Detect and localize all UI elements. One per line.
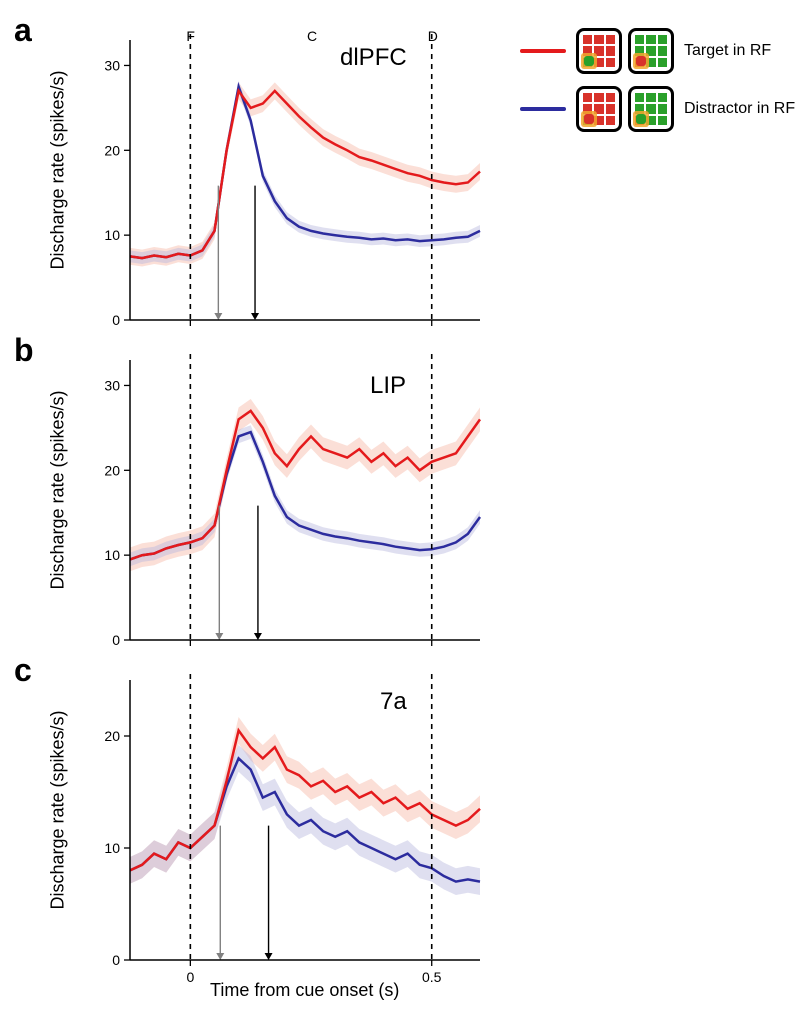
x-tick-label: 0.5 — [422, 969, 442, 985]
legend: Target in RF Distractor in RF — [520, 28, 795, 144]
legend-line-icon — [520, 107, 566, 111]
rf-card-icon — [576, 86, 622, 132]
figure-root: a b c dlPFC LIP 7a 0102030 0102030 01020… — [0, 0, 800, 1022]
response-latency-arrow-head — [214, 313, 222, 320]
ylabel-a: Discharge rate (spikes/s) — [48, 70, 69, 269]
y-tick-label: 0 — [112, 632, 120, 648]
legend-line-icon — [520, 49, 566, 53]
event-label-C: C — [307, 28, 317, 44]
y-tick-label: 30 — [104, 377, 120, 393]
legend-label: Target in RF — [684, 42, 771, 60]
rf-card-icon — [628, 28, 674, 74]
discrimination-time-arrow-head — [265, 953, 273, 960]
y-tick-label: 0 — [112, 952, 120, 968]
event-label-F: F — [186, 28, 195, 44]
response-latency-arrow-head — [215, 633, 223, 640]
xlabel: Time from cue onset (s) — [210, 980, 399, 1001]
y-tick-label: 0 — [112, 312, 120, 328]
y-tick-label: 10 — [104, 227, 120, 243]
y-tick-label: 10 — [104, 840, 120, 856]
rf-card-icon — [628, 86, 674, 132]
y-tick-label: 30 — [104, 57, 120, 73]
chart-b: 0 10 20 30 — [100, 350, 510, 670]
y-tick-label: 20 — [104, 728, 120, 744]
response-latency-arrow-head — [216, 953, 224, 960]
chart-c: 0 10 20 0 0.5 — [100, 670, 510, 990]
x-tick-label: 0 — [186, 969, 194, 985]
ylabel-b: Discharge rate (spikes/s) — [48, 390, 69, 589]
rf-card-icon — [576, 28, 622, 74]
legend-row-distractor: Distractor in RF — [520, 86, 795, 132]
panel-letter-b: b — [14, 332, 34, 369]
y-tick-label: 20 — [104, 142, 120, 158]
event-label-D: D — [428, 28, 438, 44]
chart-a: 0 10 20 30 — [100, 30, 510, 350]
panel-letter-c: c — [14, 652, 32, 689]
ylabel-c: Discharge rate (spikes/s) — [48, 710, 69, 909]
discrimination-time-arrow-head — [254, 633, 262, 640]
panel-letter-a: a — [14, 12, 32, 49]
y-tick-label: 10 — [104, 547, 120, 563]
legend-label: Distractor in RF — [684, 100, 795, 118]
y-tick-label: 20 — [104, 462, 120, 478]
legend-row-target: Target in RF — [520, 28, 795, 74]
discrimination-time-arrow-head — [251, 313, 259, 320]
